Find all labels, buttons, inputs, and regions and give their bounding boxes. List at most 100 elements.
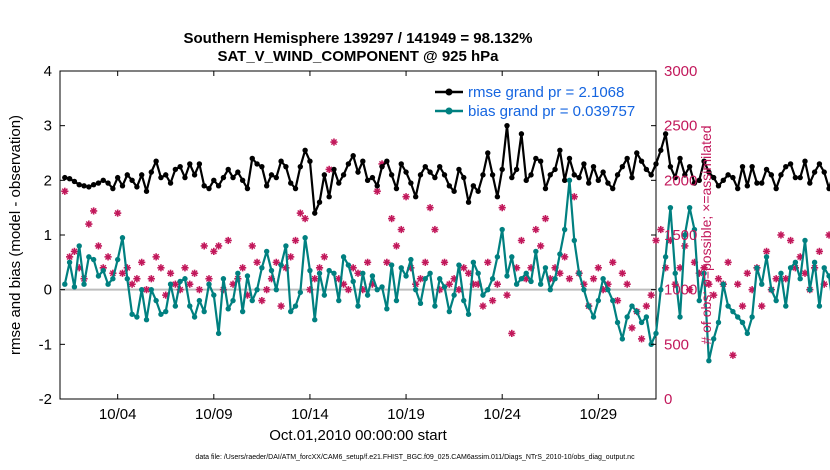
rmse-point: [163, 172, 169, 178]
rmse-point: [177, 163, 183, 170]
rmse-point: [725, 172, 731, 178]
obs-marker-stroke: [162, 292, 169, 299]
bias-point: [701, 270, 707, 276]
obs-assimilated-point: [296, 209, 304, 217]
obs-assimilated-point: [186, 280, 194, 288]
bias-point: [816, 303, 823, 309]
rmse-point: [783, 163, 789, 170]
y-right-tick-label: 500: [664, 336, 689, 353]
axes: -2 -1 0 1 2 3 4 0 500 1000 1500 2000 2500 3000 10/04 10…: [39, 63, 698, 423]
obs-marker-stroke: [61, 188, 68, 195]
bias-point: [307, 267, 313, 274]
rmse-point: [398, 161, 404, 167]
obs-marker-stroke: [326, 166, 333, 173]
obs-assimilated-point: [253, 258, 261, 266]
obs-marker-stroke: [624, 281, 631, 288]
bias-point: [754, 265, 760, 271]
obs-marker-stroke: [801, 270, 809, 277]
bias-point: [691, 226, 698, 233]
obs-marker-stroke: [330, 138, 338, 146]
obs-assimilated-point: [517, 236, 526, 245]
rmse-point: [706, 169, 712, 175]
obs-assimilated-point: [85, 220, 93, 228]
obs-assimilated-point: [647, 291, 655, 299]
data-file-footer: data file: /Users/raeder/DAI/ATM_forcXX/…: [195, 454, 635, 461]
obs-assimilated-point: [152, 253, 160, 261]
obs-marker-stroke: [657, 226, 664, 233]
obs-marker-stroke: [345, 286, 352, 293]
bias-point: [470, 259, 477, 266]
bias-point: [744, 330, 751, 337]
rmse-point: [119, 183, 126, 189]
bias-point: [288, 308, 294, 315]
bias-point: [759, 281, 765, 287]
bias-point: [312, 317, 318, 323]
bias-point: [374, 286, 380, 293]
bias-point: [90, 256, 97, 263]
bias-point: [465, 311, 472, 317]
bias-point: [600, 276, 606, 282]
rmse-point: [191, 172, 198, 178]
bias-point: [451, 292, 457, 298]
rmse-point: [634, 150, 640, 156]
bias-point: [706, 358, 712, 364]
rmse-point: [749, 163, 755, 170]
obs-assimilated-point: [561, 253, 569, 261]
bias-point: [590, 314, 597, 320]
obs-assimilated-point: [686, 286, 694, 294]
bias-point: [336, 297, 342, 304]
obs-marker-stroke: [402, 193, 410, 200]
bias-point: [715, 319, 722, 326]
bias-point: [773, 297, 779, 304]
rmse-point: [475, 188, 481, 194]
obs-marker-stroke: [431, 226, 438, 233]
obs-assimilated-point: [609, 258, 617, 266]
rmse-point: [66, 175, 73, 182]
obs-marker-stroke: [816, 248, 823, 255]
bias-point: [163, 308, 169, 315]
bias-point: [211, 292, 217, 298]
y-left-tick-label: 0: [44, 282, 52, 299]
rmse-point: [355, 169, 361, 175]
rmse-point: [720, 177, 726, 184]
y-right-tick-label: 2000: [664, 172, 697, 189]
bias-point: [110, 276, 116, 282]
bias-point: [783, 303, 789, 309]
rmse-point: [364, 177, 371, 184]
obs-marker-stroke: [427, 204, 434, 211]
bias-point: [586, 303, 592, 309]
obs-assimilated-point: [330, 138, 338, 146]
rmse-point: [417, 172, 424, 178]
obs-assimilated-point: [642, 302, 650, 310]
rmse-point: [182, 174, 188, 181]
bias-point: [268, 267, 275, 274]
bias-point: [321, 292, 328, 298]
obs-marker-stroke: [571, 193, 578, 200]
obs-assimilated-point: [66, 253, 74, 261]
y-right-tick-label: 3000: [664, 63, 697, 80]
rmse-point: [388, 172, 395, 178]
obs-marker-stroke: [354, 270, 362, 277]
rmse-point: [321, 172, 328, 178]
bias-point: [71, 284, 78, 290]
obs-assimilated-point: [700, 264, 708, 272]
bias-point: [581, 286, 587, 293]
obs-marker-stroke: [181, 264, 189, 271]
obs-marker-stroke: [119, 270, 126, 277]
obs-marker-stroke: [167, 270, 174, 277]
obs-marker-stroke: [311, 275, 318, 282]
rmse-point: [86, 184, 92, 190]
rmse-point: [619, 163, 626, 170]
obs-marker-stroke: [364, 259, 371, 266]
chart-subtitle: SAT_V_WIND_COMPONENT @ 925 hPa: [217, 48, 499, 65]
bias-point: [677, 314, 683, 320]
obs-assimilated-point: [421, 258, 429, 266]
legend-rmse-marker: [445, 88, 453, 96]
rmse-point: [201, 183, 207, 189]
bias-point: [571, 237, 577, 244]
rmse-point: [187, 161, 193, 167]
obs-assimilated-point: [205, 275, 213, 283]
obs-assimilated-point: [623, 280, 631, 288]
bias-point: [485, 286, 491, 293]
obs-marker-stroke: [374, 188, 381, 195]
